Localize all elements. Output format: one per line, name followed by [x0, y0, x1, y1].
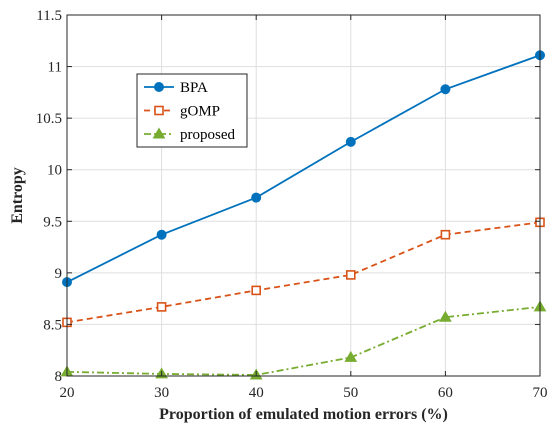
- legend: BPA gOMP proposed: [136, 73, 248, 148]
- y-axis-title: Entropy: [9, 167, 26, 224]
- data-point-proposed: [344, 350, 358, 362]
- y-tick-label: 11.5: [36, 8, 62, 24]
- series-line-bpa: [66, 54, 541, 283]
- legend-label: gOMP: [180, 104, 220, 120]
- series-proposed: [60, 300, 547, 380]
- data-point-bpa: [156, 229, 167, 240]
- data-point-gomp: [156, 302, 167, 312]
- series-group: [60, 50, 547, 380]
- legend-label: proposed: [180, 127, 235, 143]
- data-point-gomp: [251, 285, 261, 296]
- series-line-gomp: [66, 221, 541, 324]
- plot-frame: [66, 14, 541, 377]
- x-tick-label: 50: [343, 385, 358, 401]
- y-tick-label: 10.5: [36, 111, 62, 127]
- data-point-gomp: [440, 229, 451, 240]
- legend-entry-bpa: BPA: [144, 80, 208, 96]
- x-tick-label: 60: [438, 385, 453, 401]
- legend-label: BPA: [180, 80, 208, 96]
- legend-swatch-marker: [152, 127, 166, 139]
- x-tick-label: 30: [154, 385, 169, 401]
- grid-lines: [66, 14, 541, 377]
- y-tick-label: 9: [55, 266, 63, 282]
- x-tick-label: 20: [60, 385, 75, 401]
- axis-ticks: [66, 14, 541, 377]
- legend-swatch-marker: [154, 105, 164, 116]
- data-point-proposed: [439, 310, 452, 322]
- y-tick-label: 8.5: [43, 317, 62, 333]
- data-point-bpa: [440, 84, 451, 95]
- legend-entries: BPA gOMP proposed: [144, 80, 235, 143]
- series-bpa: [62, 50, 545, 288]
- series-line-proposed: [66, 305, 541, 376]
- legend-swatch-marker: [154, 82, 164, 92]
- data-point-bpa: [345, 136, 356, 147]
- data-point-bpa: [251, 192, 262, 203]
- y-tick-label: 10: [47, 163, 62, 179]
- legend-entry-gomp: gOMP: [144, 104, 220, 120]
- y-tick-label: 9.5: [43, 214, 62, 230]
- x-tick-label: 40: [249, 385, 264, 401]
- y-tick-labels: 8 8.5 9 9.5 10 10.5 11 11.5: [36, 8, 62, 385]
- x-axis-title: Proportion of emulated motion errors (%): [159, 406, 448, 423]
- data-point-gomp: [345, 270, 356, 280]
- y-tick-label: 8: [55, 369, 63, 385]
- series-gomp: [62, 217, 545, 328]
- x-tick-label: 70: [533, 385, 548, 401]
- x-tick-labels: 20 30 40 50 60 70: [60, 385, 548, 401]
- legend-entry-proposed: proposed: [144, 127, 235, 143]
- y-tick-label: 11: [48, 60, 62, 76]
